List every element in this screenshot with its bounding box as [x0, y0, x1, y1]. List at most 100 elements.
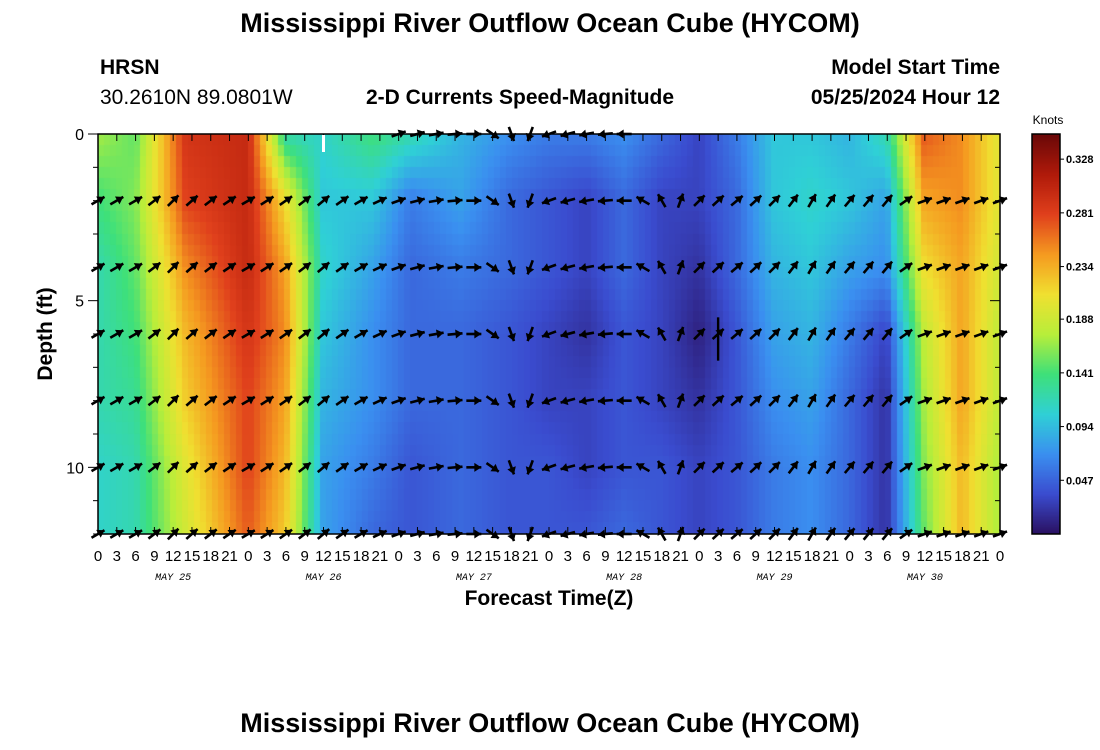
x-tick-label: 12: [165, 548, 182, 565]
current-vector-head: [696, 195, 705, 204]
current-vector-head: [96, 196, 105, 205]
current-vector-head: [490, 397, 499, 405]
current-vector-head: [525, 399, 535, 408]
current-vector-head: [771, 328, 780, 337]
current-vector-head: [208, 462, 217, 471]
current-vector-head: [359, 196, 368, 205]
x-tick-label: 0: [94, 548, 102, 565]
current-vector-head: [980, 396, 989, 405]
current-vector-head: [378, 329, 387, 338]
current-vector-head: [560, 329, 569, 339]
current-vector-head: [170, 262, 179, 271]
current-vector-head: [320, 195, 330, 204]
current-vector-head: [771, 262, 780, 271]
current-vector-head: [790, 261, 798, 270]
current-vector-head: [525, 266, 535, 275]
current-vector-head: [808, 194, 817, 203]
x-tick-label: 18: [804, 548, 821, 565]
current-vector-head: [579, 329, 587, 339]
current-vector-head: [903, 463, 913, 471]
current-vector-head: [320, 395, 330, 404]
current-vector-head: [657, 327, 666, 336]
x-tick-label: 15: [635, 548, 652, 565]
current-vector-head: [525, 532, 535, 542]
current-vector-head: [435, 462, 444, 472]
x-tick-label: 9: [150, 548, 158, 565]
model-start-label: Model Start Time: [831, 56, 1000, 79]
current-vector-head: [302, 396, 311, 404]
day-label: MAY 28: [606, 573, 642, 584]
current-vector-head: [474, 396, 482, 406]
current-vector-head: [579, 262, 587, 272]
current-vector-head: [790, 194, 798, 204]
current-vector-head: [96, 263, 105, 271]
current-vector-head: [114, 196, 124, 205]
current-vector-head: [474, 262, 482, 272]
current-vector-head: [265, 463, 274, 471]
current-vector-head: [753, 195, 762, 204]
current-vector-head: [490, 130, 499, 139]
current-vector-head: [96, 329, 105, 338]
current-vector-head: [734, 395, 743, 404]
current-vector-head: [579, 129, 587, 139]
current-vector-head: [96, 529, 105, 538]
x-tick-label: 3: [864, 548, 872, 565]
current-vector-head: [490, 530, 499, 539]
current-vector-head: [435, 129, 444, 139]
current-vector-head: [397, 262, 406, 272]
x-tick-label: 12: [616, 548, 633, 565]
current-vector-head: [302, 462, 311, 471]
y-tick-label: 0: [75, 127, 84, 144]
current-vector-head: [114, 463, 124, 471]
current-vector-head: [455, 129, 463, 139]
current-vector-head: [903, 396, 913, 405]
current-vector-head: [942, 462, 951, 472]
current-vector-head: [998, 396, 1008, 405]
x-tick-label: 6: [432, 548, 440, 565]
current-vector-head: [378, 263, 387, 272]
current-vector-head: [980, 262, 989, 272]
current-vector-head: [340, 396, 349, 405]
current-vector-head: [808, 394, 817, 403]
footer-title: Mississippi River Outflow Ocean Cube (HY…: [240, 708, 860, 738]
y-tick-label: 10: [66, 460, 84, 477]
x-tick-label: 21: [221, 548, 238, 565]
colorbar-tick-label: 0.188: [1066, 314, 1094, 326]
current-vector-head: [696, 528, 705, 537]
current-vector-head: [507, 199, 516, 208]
current-vector-head: [923, 329, 932, 339]
day-label: MAY 27: [456, 573, 492, 584]
current-vector-head: [340, 463, 349, 471]
current-vector-head: [397, 329, 406, 339]
current-vector-head: [579, 462, 587, 472]
current-vector-head: [490, 463, 499, 472]
current-vector-head: [507, 132, 516, 142]
current-vector-head: [923, 462, 932, 472]
current-vector-head: [246, 329, 255, 338]
current-vector-head: [579, 396, 587, 406]
current-vector-head: [808, 460, 817, 470]
current-vector-head: [227, 463, 236, 471]
current-vector-head: [455, 329, 463, 339]
x-tick-label: 6: [733, 548, 741, 565]
current-vector-head: [283, 263, 293, 271]
x-tick-label: 21: [522, 548, 539, 565]
current-vector-head: [846, 261, 855, 270]
current-vector-head: [455, 262, 463, 272]
current-vector-head: [152, 262, 161, 271]
current-vector-head: [359, 329, 368, 338]
current-vector-head: [435, 262, 444, 272]
y-axis-label: Depth (ft): [34, 287, 57, 380]
current-vector-head: [416, 262, 425, 272]
current-vector-head: [597, 529, 606, 539]
x-tick-label: 15: [334, 548, 351, 565]
y-tick-label: 5: [75, 294, 84, 311]
colorbar-tick-label: 0.047: [1066, 475, 1094, 487]
current-vector-head: [771, 528, 780, 537]
current-vector-head: [884, 194, 893, 204]
current-vector-head: [96, 463, 105, 471]
current-vector-head: [616, 196, 624, 206]
current-vector-head: [676, 393, 685, 402]
current-vector-head: [152, 529, 161, 538]
current-vector-head: [265, 196, 274, 205]
